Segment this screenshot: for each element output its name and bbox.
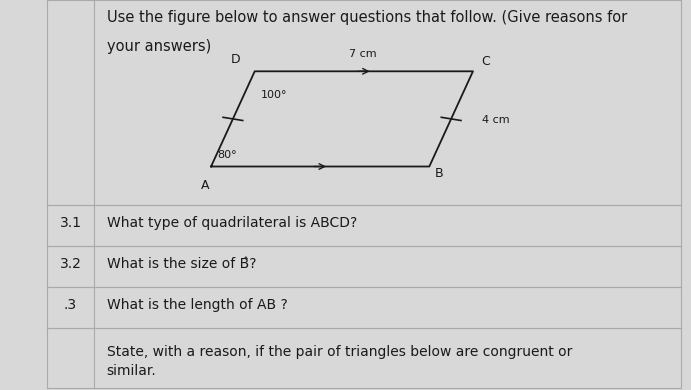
Text: .3: .3 [64, 298, 77, 312]
Text: your answers): your answers) [106, 39, 211, 54]
Text: 3.2: 3.2 [59, 257, 82, 271]
Text: 80°: 80° [217, 150, 236, 160]
Text: C: C [482, 55, 491, 68]
Text: A: A [201, 179, 209, 191]
Text: 3.1: 3.1 [59, 216, 82, 230]
Text: 7 cm: 7 cm [348, 49, 376, 59]
Text: State, with a reason, if the pair of triangles below are congruent or
similar.: State, with a reason, if the pair of tri… [106, 344, 572, 378]
Text: 4 cm: 4 cm [482, 115, 509, 125]
Text: What type of quadrilateral is ABCD?: What type of quadrilateral is ABCD? [106, 216, 357, 230]
Text: What is the size of B̂?: What is the size of B̂? [106, 257, 256, 271]
Text: D: D [231, 53, 240, 66]
Text: What is the length of AB ?: What is the length of AB ? [106, 298, 287, 312]
Text: Use the figure below to answer questions that follow. (Give reasons for: Use the figure below to answer questions… [106, 10, 627, 25]
Text: 100°: 100° [261, 90, 287, 100]
Text: B: B [435, 167, 444, 180]
